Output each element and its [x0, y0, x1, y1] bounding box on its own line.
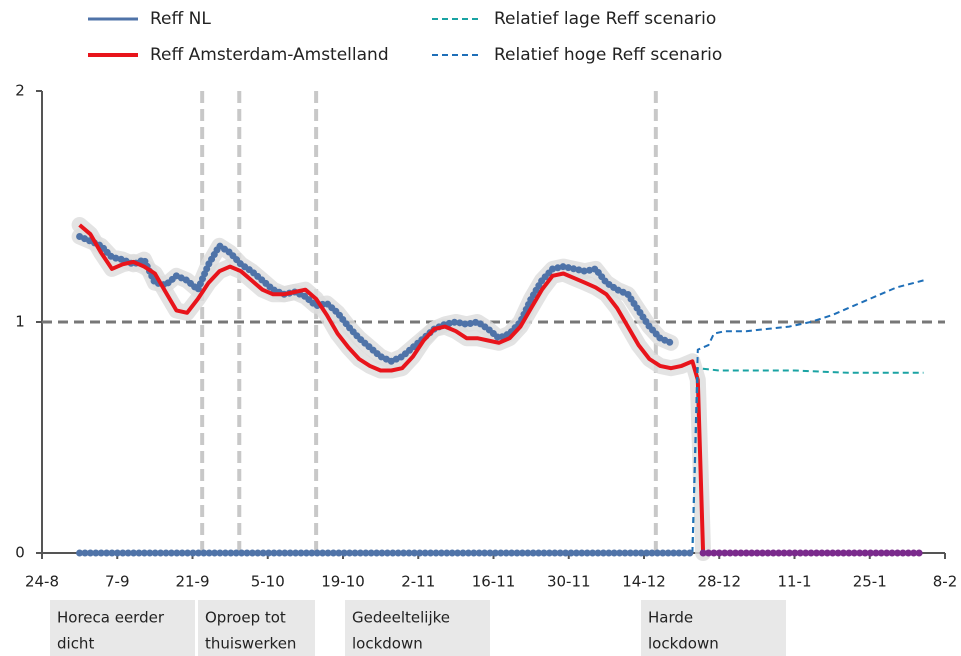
legend-label: Reff NL: [150, 9, 211, 29]
x-tick-label: 28-12: [697, 573, 741, 591]
legend-label: Relatief lage Reff scenario: [494, 9, 716, 29]
annotation-text: Gedeeltelijke: [352, 609, 450, 627]
annotation-text: Oproep tot: [205, 609, 286, 627]
x-tick-label: 11-1: [777, 573, 811, 591]
annotation-text: lockdown: [648, 635, 719, 653]
x-tick-label: 24-8: [25, 573, 59, 591]
x-tick-label: 21-9: [175, 573, 209, 591]
x-tick-label: 16-11: [472, 573, 516, 591]
series-line: [76, 233, 675, 365]
annotation-text: thuiswerken: [205, 635, 296, 653]
x-tick-label: 5-10: [251, 573, 285, 591]
annotation-text: lockdown: [352, 635, 423, 653]
y-tick-label: 2: [15, 82, 25, 100]
x-tick-label: 30-11: [547, 573, 591, 591]
annotation-box: [198, 600, 315, 656]
x-tick-label: 8-2: [933, 573, 958, 591]
y-tick-label: 1: [15, 313, 25, 331]
x-tick-label: 2-11: [401, 573, 435, 591]
annotation-text: Harde: [648, 609, 693, 627]
series-line: [78, 223, 706, 554]
annotation-text: dicht: [57, 635, 94, 653]
annotation-box: [50, 600, 195, 656]
y-tick-label: 0: [15, 544, 25, 562]
x-tick-label: 19-10: [321, 573, 365, 591]
x-tick-label: 14-12: [622, 573, 666, 591]
x-tick-label: 25-1: [853, 573, 887, 591]
series-line: [691, 367, 924, 554]
legend-label: Reff Amsterdam-Amstelland: [150, 45, 389, 65]
annotation-box: [641, 600, 786, 656]
annotation-box: [345, 600, 490, 656]
series-line: [691, 279, 924, 554]
x-tick-label: 7-9: [105, 573, 130, 591]
annotation-text: Horeca eerder: [57, 609, 165, 627]
legend-label: Relatief hoge Reff scenario: [494, 45, 722, 65]
